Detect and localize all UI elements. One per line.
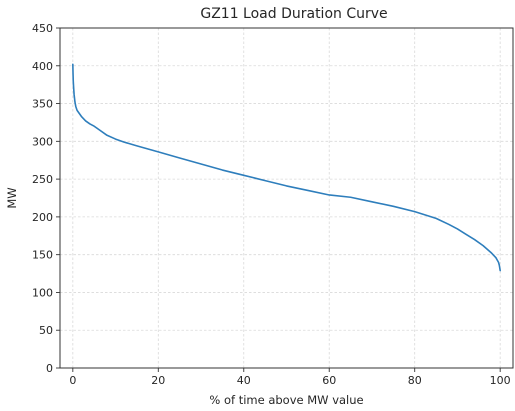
x-tick-label: 100 xyxy=(490,374,511,387)
y-axis-label: MW xyxy=(5,187,19,208)
x-tick-label: 40 xyxy=(237,374,251,387)
series-layer xyxy=(72,63,501,272)
axis-ticks: 0 20 40 60 80 100 0 50 100 150 200 250 300 350 400 450 xyxy=(32,22,511,387)
grid-lines xyxy=(60,27,513,369)
x-tick-label: 80 xyxy=(408,374,422,387)
y-tick-label: 400 xyxy=(32,60,53,73)
y-tick-label: 150 xyxy=(32,249,53,262)
series-line-0 xyxy=(72,63,501,272)
x-axis-label: % of time above MW value xyxy=(209,393,363,407)
y-tick-label: 0 xyxy=(46,362,53,375)
y-tick-label: 450 xyxy=(32,22,53,35)
y-tick-label: 350 xyxy=(32,98,53,111)
chart-title: GZ11 Load Duration Curve xyxy=(200,6,387,22)
y-tick-label: 300 xyxy=(32,135,53,148)
y-tick-label: 200 xyxy=(32,211,53,224)
x-tick-label: 60 xyxy=(322,374,336,387)
y-tick-label: 50 xyxy=(39,324,53,337)
y-tick-label: 100 xyxy=(32,286,53,299)
x-tick-label: 0 xyxy=(69,374,76,387)
plot-frame xyxy=(59,27,514,369)
y-tick-label: 250 xyxy=(32,173,53,186)
x-tick-label: 20 xyxy=(151,374,165,387)
